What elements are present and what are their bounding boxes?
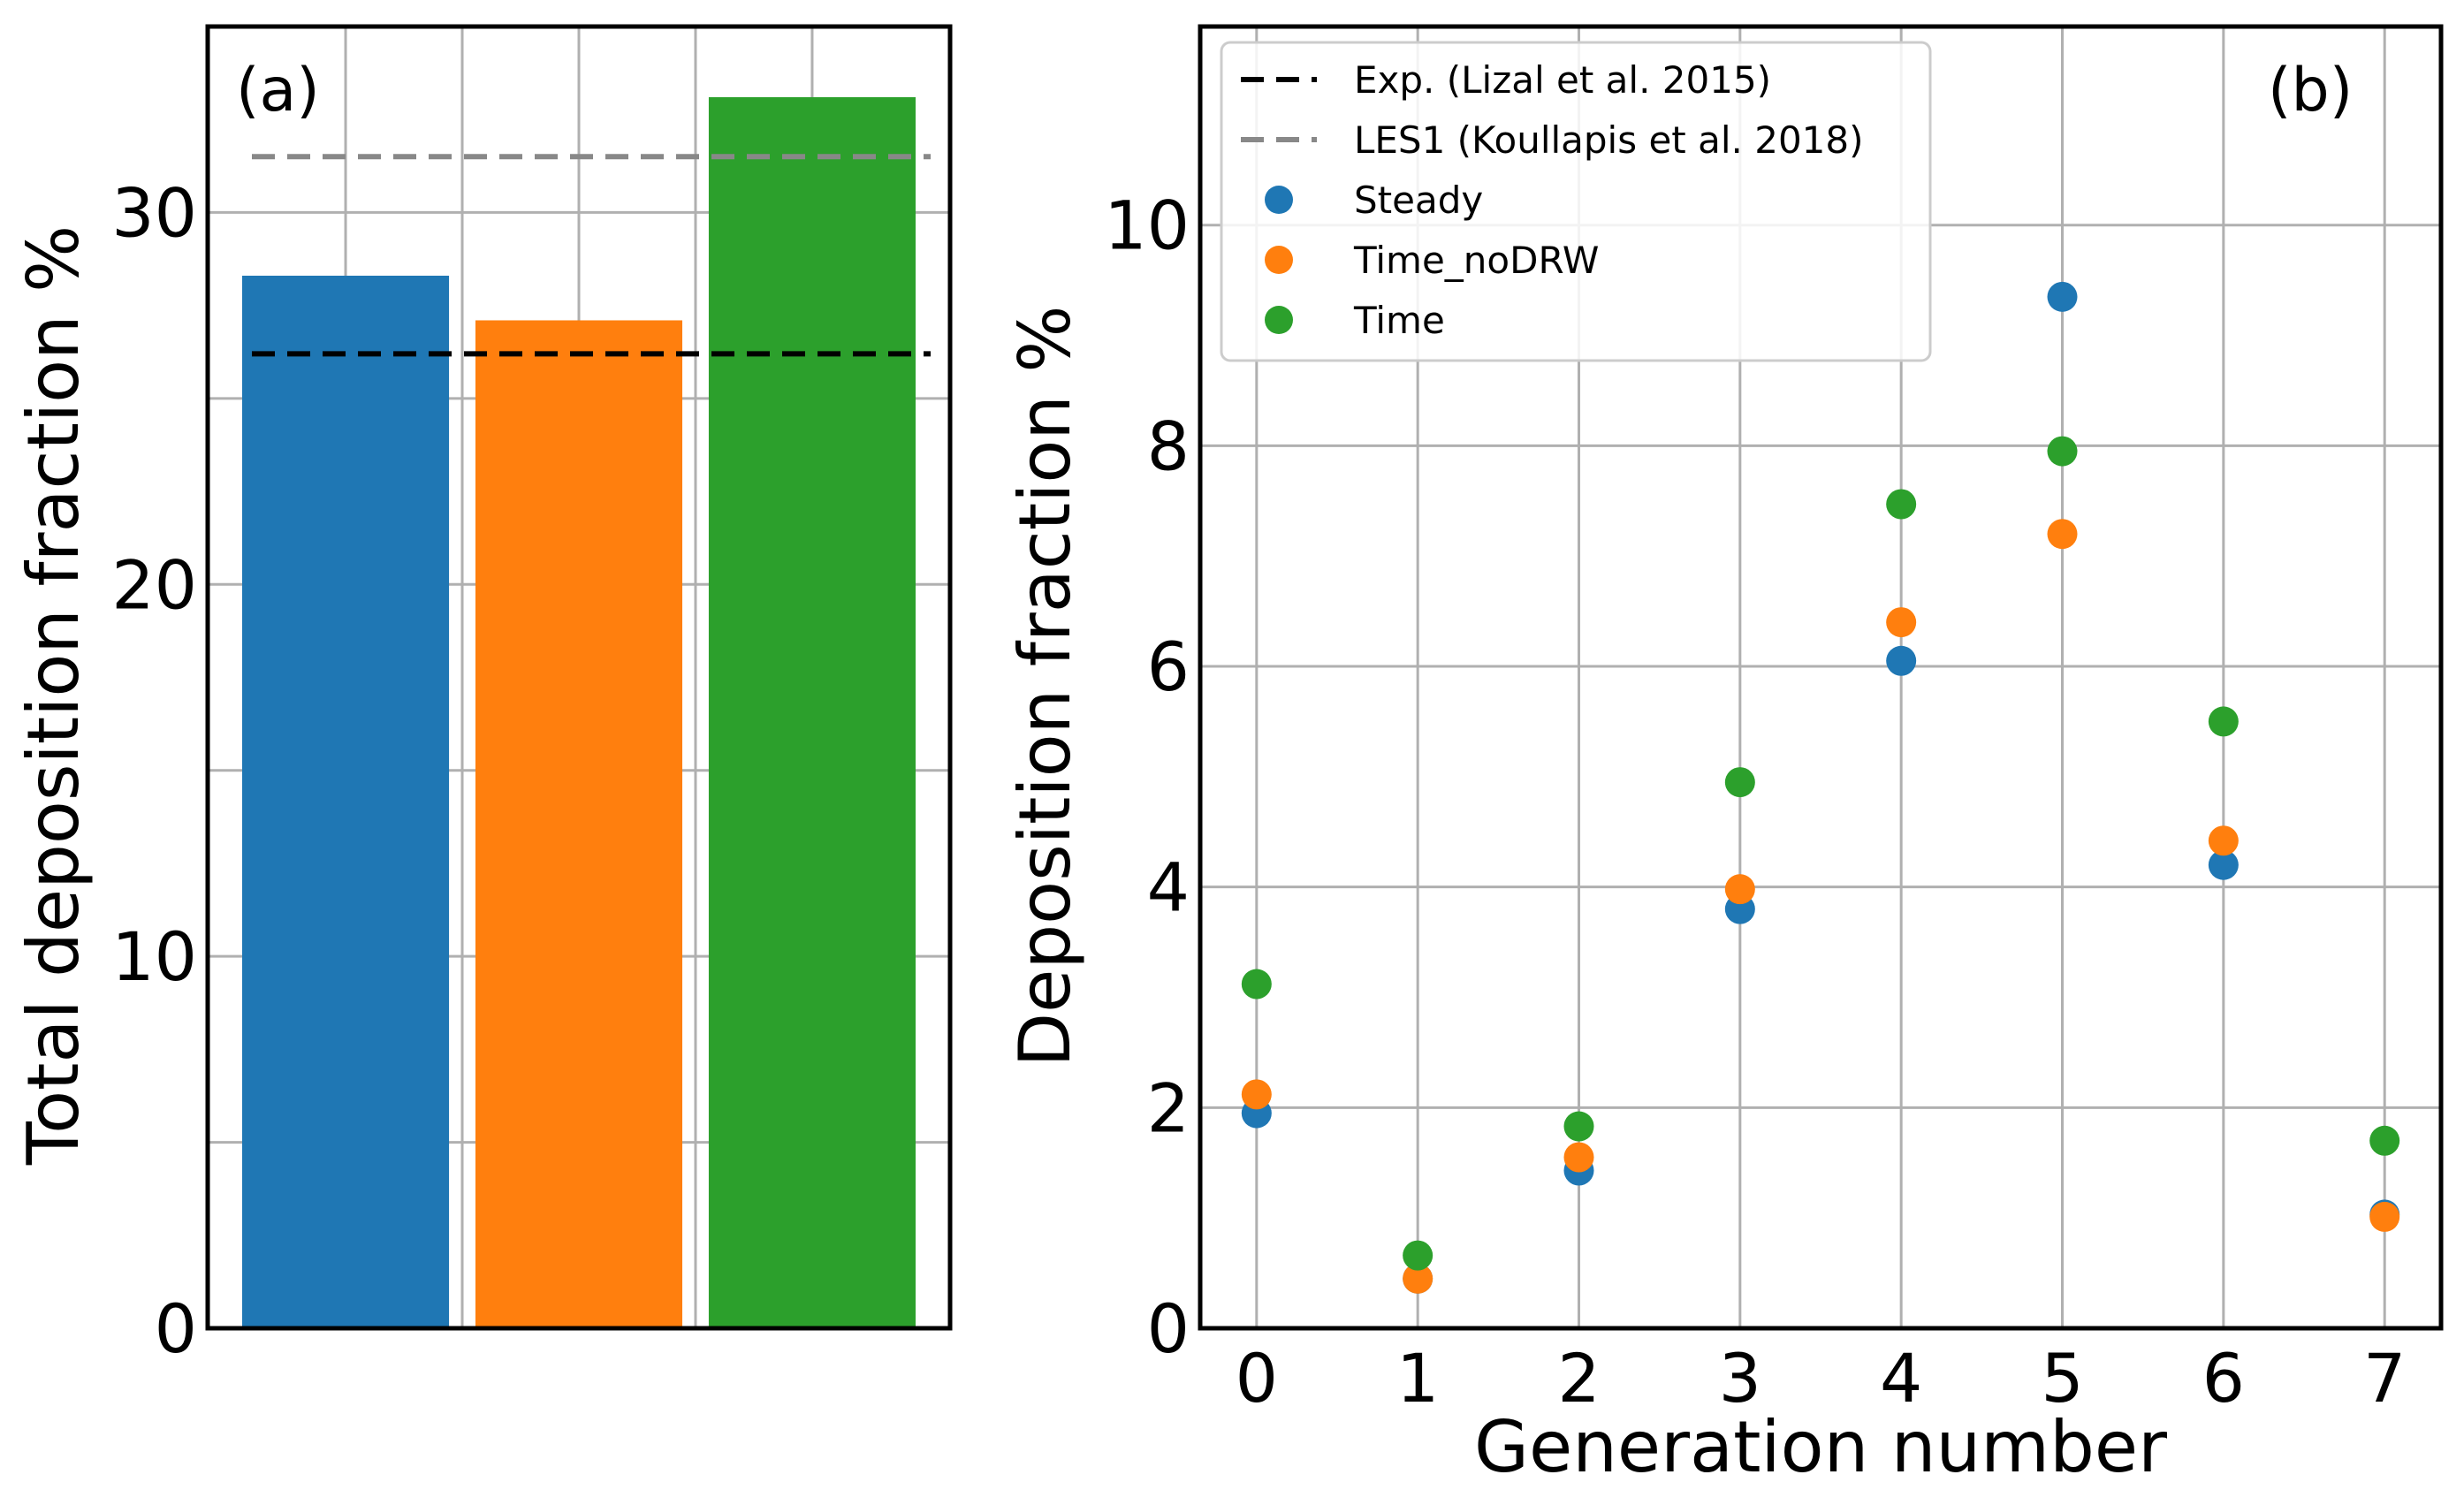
point-time-gen-1 — [1403, 1240, 1434, 1271]
legend-label: Exp. (Lizal et al. 2015) — [1354, 58, 1771, 102]
panel-a-bars — [242, 96, 916, 1329]
point-time-gen-7 — [2369, 1125, 2400, 1156]
panel-b-y-tick-label: 4 — [1147, 848, 1190, 927]
panel-a-y-tick-label: 30 — [111, 173, 197, 252]
point-steady-gen-6 — [2208, 849, 2239, 880]
series-time-nodrw — [1241, 519, 2400, 1294]
panel-a-y-tick-label: 10 — [111, 917, 197, 996]
panel-b-y-tick-label: 0 — [1147, 1289, 1190, 1368]
panel-a-y-tick-label: 20 — [111, 545, 197, 624]
panel-a-reference-lines — [252, 154, 931, 357]
bar-time — [708, 96, 916, 1328]
panel-b-x-tick-label: 6 — [2202, 1339, 2245, 1418]
legend-label: Steady — [1354, 179, 1483, 222]
legend-entry-1: Exp. (Lizal et al. 2015) — [1241, 58, 1771, 102]
point-time-nodrw-gen-4 — [1886, 607, 1917, 638]
panel-b-x-ticks: 0 1 2 3 4 5 6 7 — [1236, 1339, 2407, 1418]
point-time-gen-0 — [1241, 969, 1272, 1000]
panel-b-x-tick-label: 5 — [2041, 1339, 2083, 1418]
bar-steady — [242, 275, 450, 1329]
legend-marker-swatch — [1265, 186, 1293, 214]
point-time-nodrw-gen-3 — [1724, 874, 1755, 905]
panel-b-x-tick-label: 4 — [1880, 1339, 1922, 1418]
panel-a-y-axis-title: Total deposition fraction % — [12, 225, 95, 1166]
panel-b-x-axis-title: Generation number — [1474, 1406, 2167, 1488]
point-steady-gen-4 — [1886, 645, 1917, 676]
legend-marker-swatch — [1265, 306, 1293, 334]
legend-entry-5: Time — [1265, 299, 1445, 342]
point-steady-gen-5 — [2047, 281, 2078, 312]
panel-a-label: (a) — [236, 56, 320, 125]
point-time-nodrw-gen-7 — [2369, 1201, 2400, 1232]
series-time — [1241, 436, 2400, 1271]
panel-a-y-ticks: 0 10 20 30 — [111, 173, 197, 1368]
panel-b-x-tick-label: 2 — [1557, 1339, 1600, 1418]
point-time-gen-4 — [1886, 489, 1917, 520]
point-time-gen-5 — [2047, 436, 2078, 467]
point-time-gen-6 — [2208, 706, 2239, 737]
point-time-gen-3 — [1724, 767, 1755, 798]
panel-b-x-tick-label: 7 — [2363, 1339, 2406, 1418]
panel-b-y-tick-label: 10 — [1104, 186, 1190, 265]
legend-entry-2: LES1 (Koullapis et al. 2018) — [1241, 118, 1864, 162]
legend-entry-3: Steady — [1265, 179, 1483, 222]
panel-b-legend: Exp. (Lizal et al. 2015) LES1 (Koullapis … — [1220, 41, 1932, 362]
point-time-nodrw-gen-0 — [1241, 1079, 1272, 1110]
panel-b-y-ticks: 0 2 4 6 8 10 — [1104, 186, 1190, 1368]
panel-b-x-tick-label: 3 — [1719, 1339, 1761, 1418]
point-time-nodrw-gen-6 — [2208, 825, 2239, 856]
panel-b-scatter-chart: 0 1 2 3 4 5 6 7 0 2 4 6 8 10 (b) Generation number D… — [1004, 24, 2444, 1488]
panel-a-frame — [205, 24, 953, 1331]
panel-b-frame — [1198, 24, 2444, 1331]
point-time-nodrw-gen-1 — [1403, 1263, 1434, 1294]
panel-b-y-tick-label: 2 — [1147, 1068, 1190, 1147]
legend-label: LES1 (Koullapis et al. 2018) — [1354, 118, 1864, 162]
panel-a-bar-chart: 0 10 20 30 (a) Total deposition fraction % — [12, 24, 953, 1368]
panel-a-y-tick-label: 0 — [155, 1289, 197, 1368]
point-time-nodrw-gen-5 — [2047, 519, 2078, 550]
legend-label: Time — [1353, 299, 1445, 342]
point-time-gen-2 — [1563, 1111, 1594, 1142]
legend-entry-4: Time_noDRW — [1265, 239, 1599, 282]
panel-b-y-axis-title: Deposition fraction % — [1004, 306, 1086, 1068]
panel-b-y-tick-label: 6 — [1147, 627, 1190, 706]
panel-b-x-tick-label: 0 — [1236, 1339, 1278, 1418]
legend-box — [1220, 41, 1932, 362]
panel-b-label: (b) — [2268, 56, 2353, 125]
legend-marker-swatch — [1265, 246, 1293, 274]
panel-b-points — [1241, 281, 2400, 1294]
panel-b-y-tick-label: 8 — [1147, 407, 1190, 485]
panel-b-x-tick-label: 1 — [1396, 1339, 1439, 1418]
legend-label: Time_noDRW — [1353, 239, 1599, 282]
bar-time-nodrw — [475, 320, 683, 1328]
point-time-nodrw-gen-2 — [1563, 1142, 1594, 1173]
